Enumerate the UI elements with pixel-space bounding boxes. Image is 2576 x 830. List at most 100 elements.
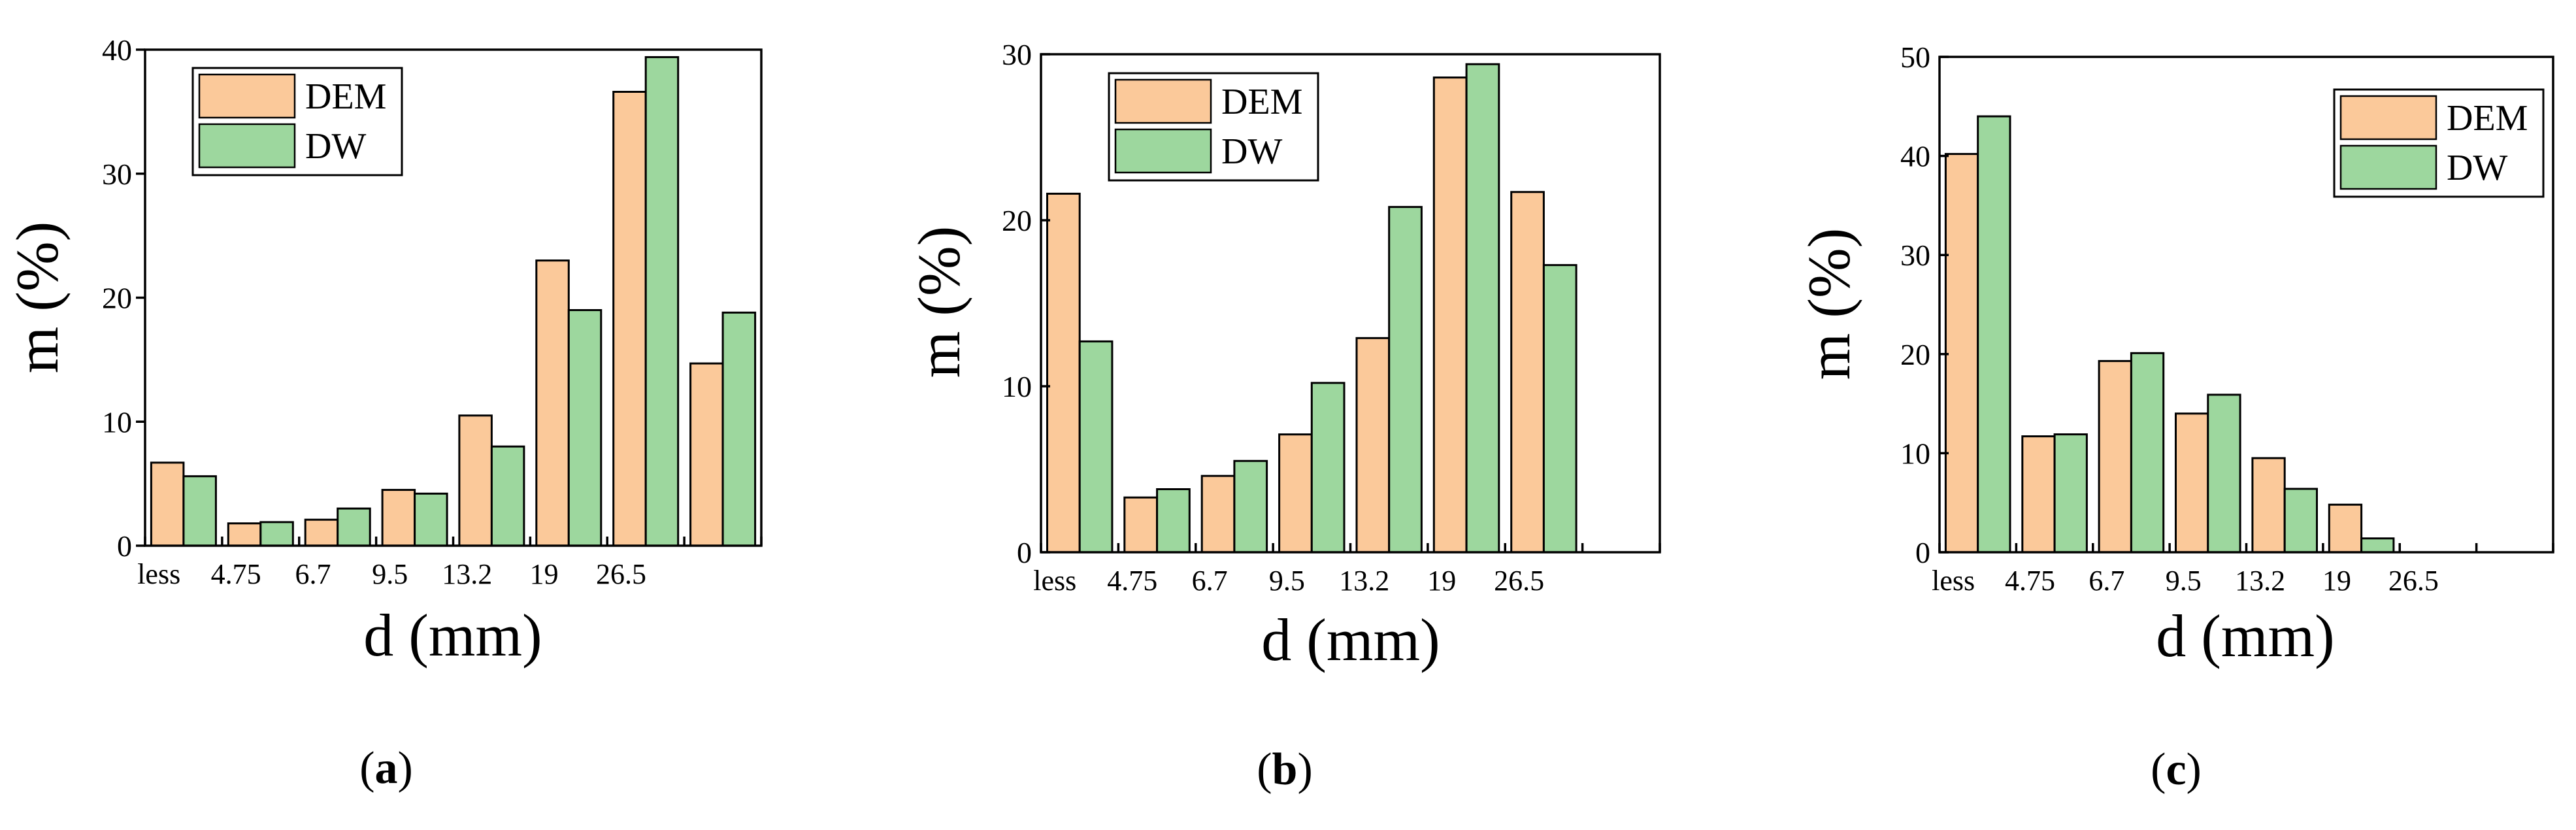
bar-dem-6 <box>1510 191 1545 554</box>
bar-dem-4 <box>1355 337 1391 554</box>
xtick-label-0: less <box>1932 565 1975 597</box>
bar-dw-3 <box>2207 393 2241 554</box>
legend-label-dw: DW <box>1221 131 1282 172</box>
bar-dw-6 <box>644 56 680 547</box>
bar-dw-2 <box>1233 459 1268 554</box>
bar-dw-0 <box>1078 340 1114 554</box>
x-axis-title: d (mm) <box>1261 606 1440 673</box>
xtick-label-3: 9.5 <box>2166 565 2202 597</box>
bar-dem-1 <box>1123 496 1159 554</box>
ytick-label-1: 10 <box>102 405 132 439</box>
legend-swatch-dem <box>1114 78 1212 124</box>
bar-dem-0 <box>150 461 185 547</box>
ytick-label-3: 30 <box>102 158 132 191</box>
legend-swatch-dw <box>2339 144 2437 190</box>
bar-dw-3 <box>414 492 448 547</box>
legend-swatch-dw <box>198 123 296 169</box>
bar-dw-5 <box>2360 537 2395 554</box>
xtick-label-2: 6.7 <box>2089 565 2124 597</box>
legend: DEM DW <box>191 67 403 176</box>
ytick-label-3: 30 <box>1002 38 1032 71</box>
legend-label-dem: DEM <box>2447 98 2528 139</box>
bar-dem-0 <box>1944 153 1979 554</box>
bar-dem-6 <box>612 91 647 547</box>
bar-dem-2 <box>1200 474 1236 554</box>
xtick-label-1: 4.75 <box>1107 565 1157 597</box>
bar-dw-7 <box>721 311 757 547</box>
ytick-label-3: 30 <box>1900 239 1930 272</box>
xtick-label-5: 19 <box>530 558 559 590</box>
x-axis-title: d (mm) <box>2156 603 2334 669</box>
xtick-label-5: 19 <box>1427 565 1456 597</box>
bar-dem-4 <box>2251 457 2286 554</box>
bar-dw-4 <box>490 445 525 547</box>
bar-dem-2 <box>304 518 339 547</box>
ytick-label-2: 20 <box>1900 338 1930 371</box>
chart-panel-c: 0 10 20 30 40 50 less 4.75 6.7 9.5 13.2 19 26.5 d (mm… <box>1796 41 2554 795</box>
bar-dem-5 <box>535 259 570 547</box>
xtick-label-4: 13.2 <box>1339 565 1389 597</box>
bar-dem-2 <box>2098 359 2132 554</box>
bar-dem-3 <box>2175 412 2209 554</box>
xtick-label-1: 4.75 <box>211 558 261 590</box>
bar-dw-1 <box>259 521 294 547</box>
bar-dw-1 <box>2053 433 2088 554</box>
ytick-label-1: 10 <box>1002 370 1032 403</box>
bar-dem-3 <box>381 489 416 547</box>
ytick-label-0: 0 <box>1017 536 1032 569</box>
xtick-label-3: 9.5 <box>372 558 408 590</box>
y-axis-title: m (%) <box>4 222 71 373</box>
ytick-label-4: 40 <box>102 33 132 67</box>
legend: DEM DW <box>1108 72 1319 182</box>
ytick-label-4: 40 <box>1900 140 1930 173</box>
xtick-label-3: 9.5 <box>1269 565 1305 597</box>
bar-dw-5 <box>567 309 603 547</box>
legend-label-dw: DW <box>2447 148 2507 188</box>
bar-dw-0 <box>1977 115 2011 554</box>
xtick-label-1: 4.75 <box>2005 565 2055 597</box>
bar-dem-1 <box>2021 435 2056 554</box>
xtick-label-4: 13.2 <box>442 558 492 590</box>
xtick-label-6: 26.5 <box>596 558 646 590</box>
bar-dem-1 <box>227 522 262 547</box>
ytick-label-0: 0 <box>117 529 132 563</box>
panel-label: (b) <box>1257 744 1313 795</box>
xtick-label-4: 13.2 <box>2235 565 2285 597</box>
legend: DEM DW <box>2333 88 2545 198</box>
legend-label-dem: DEM <box>305 76 386 117</box>
bar-dw-2 <box>337 507 371 547</box>
bar-dw-1 <box>1156 488 1191 554</box>
legend-label-dem: DEM <box>1221 82 1302 122</box>
ytick-label-2: 20 <box>1002 204 1032 237</box>
bar-dem-7 <box>689 362 724 547</box>
legend-swatch-dw <box>1114 128 1212 174</box>
xtick-label-2: 6.7 <box>295 558 331 590</box>
bar-dw-6 <box>1542 264 1577 554</box>
bar-dw-0 <box>182 475 217 547</box>
legend-label-dw: DW <box>305 126 366 167</box>
legend-swatch-dem <box>2339 95 2437 141</box>
legend-swatch-dem <box>198 73 296 119</box>
y-axis-title: m (%) <box>1796 228 1862 380</box>
bar-dem-3 <box>1278 433 1313 554</box>
xtick-label-6: 26.5 <box>1494 565 1544 597</box>
bar-dw-3 <box>1310 382 1346 554</box>
ytick-label-5: 50 <box>1900 41 1930 74</box>
bar-dem-4 <box>458 414 493 547</box>
bar-dw-2 <box>2130 352 2165 554</box>
chart-panel-b: 0 10 20 30 less 4.75 6.7 9.5 13.2 19 26.5 d (mm) m (… <box>906 38 1661 795</box>
xtick-label-0: less <box>137 558 180 590</box>
xtick-label-5: 19 <box>2322 565 2351 597</box>
ytick-label-1: 10 <box>1900 437 1930 470</box>
bar-dem-5 <box>1432 76 1468 554</box>
bar-dw-5 <box>1465 63 1500 554</box>
chart-panel-a: 0 10 20 30 40 less 4.75 6.7 9.5 13.2 19 26.5 d (mm) m… <box>4 33 763 793</box>
x-axis-title: d (mm) <box>363 602 542 669</box>
ytick-label-2: 20 <box>102 282 132 315</box>
bar-dem-5 <box>2328 503 2363 554</box>
bar-dw-4 <box>2283 488 2318 554</box>
xtick-label-2: 6.7 <box>1192 565 1228 597</box>
y-axis-title: m (%) <box>906 226 972 378</box>
panel-label: (a) <box>359 743 413 793</box>
